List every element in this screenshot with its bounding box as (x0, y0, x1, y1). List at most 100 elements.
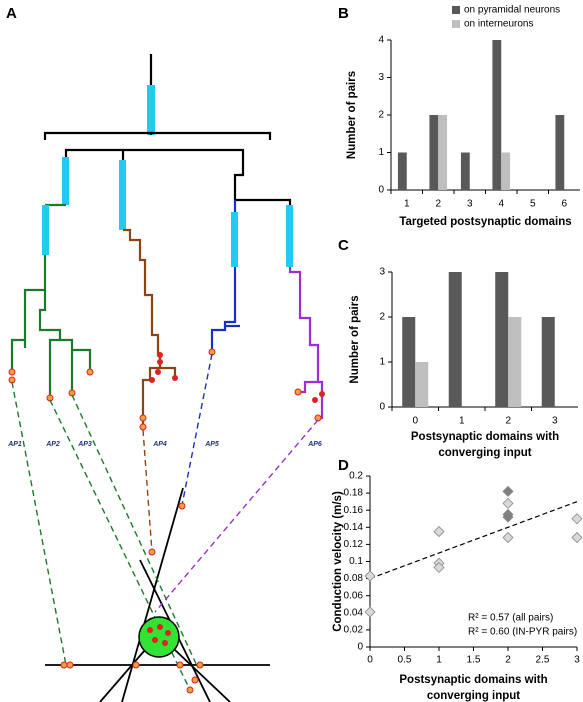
bar (495, 272, 509, 407)
x-axis-label: Postsynaptic domains with (411, 431, 559, 443)
y-tick-label: 0.12 (344, 539, 364, 550)
y-tick-label: 0.2 (349, 471, 363, 482)
diagram-circle (8, 368, 16, 376)
diagram-polyline (210, 267, 237, 350)
diagram-circle (294, 388, 302, 396)
diagram-rect (231, 212, 238, 267)
diagram-line (71, 394, 199, 669)
diagram-circle (186, 686, 194, 694)
diagram-g (8, 348, 322, 431)
diagram-circle (157, 359, 163, 365)
y-tick-label: 1 (379, 357, 385, 368)
diagram-polyline (288, 267, 320, 394)
y-tick-label: 0.06 (344, 590, 364, 601)
diagram-circle (149, 377, 155, 383)
diagram-circle (165, 630, 171, 636)
diagram-line (174, 649, 231, 702)
point (433, 526, 445, 538)
diagram-circle (139, 423, 147, 431)
diagram-g (60, 502, 204, 694)
diagram-circle (178, 502, 186, 510)
x-tick-label: 1 (404, 199, 410, 210)
diagram-rect (286, 205, 293, 267)
diagram-circle (157, 352, 163, 358)
diagram-polyline (38, 290, 62, 398)
y-tick-label: 0.02 (344, 625, 364, 636)
x-tick-label: 5 (530, 199, 536, 210)
point (571, 513, 583, 525)
bar (508, 317, 522, 407)
x-tick-label: 1 (436, 655, 442, 666)
point (502, 485, 514, 497)
legend-label: on interneurons (464, 19, 534, 30)
diagram-circle (312, 397, 318, 403)
x-tick-label: 6 (561, 199, 567, 210)
x-tick-label: 0 (412, 416, 418, 427)
legend-swatch (452, 20, 460, 28)
panel-label: A (6, 5, 17, 22)
x-tick-label: 2 (505, 416, 511, 427)
ap-label: AP3 (77, 441, 92, 448)
y-tick-label: 0.18 (344, 488, 364, 499)
diagram-circle (319, 391, 325, 397)
x-axis-label: Targeted postsynaptic domains (399, 216, 571, 228)
x-tick-label: 1.5 (467, 655, 481, 666)
bar (541, 317, 555, 407)
x-tick-label: 2.5 (536, 655, 550, 666)
diagram-circle (138, 616, 180, 658)
bar (448, 272, 462, 407)
y-tick-label: 0 (357, 642, 363, 653)
diagram-circle (60, 661, 68, 669)
point (502, 531, 514, 544)
diagram-line (49, 399, 191, 691)
point (433, 561, 445, 574)
y-axis-label: Conduction velocity (m/s) (332, 491, 344, 632)
diagram-circle (176, 661, 184, 669)
diagram-g (11, 353, 319, 691)
diagram-circle (196, 661, 204, 669)
y-axis-label: Number of pairs (349, 295, 361, 383)
y-tick-label: 0.16 (344, 505, 364, 516)
diagram-circle (132, 661, 140, 669)
diagram-circle (147, 627, 153, 633)
bar (429, 115, 439, 190)
x-tick-label: 3 (552, 416, 558, 427)
bar (402, 317, 416, 407)
y-tick-label: 0.14 (344, 522, 364, 533)
diagram-line (142, 429, 153, 553)
y-tick-label: 0 (378, 185, 384, 196)
x-tick-label: 2 (435, 199, 441, 210)
legend-swatch (452, 6, 460, 14)
trendline (369, 501, 578, 580)
diagram-circle (157, 624, 163, 630)
diagram-rect (119, 160, 126, 230)
diagram-circle (162, 640, 168, 646)
x-tick-label: 4 (498, 199, 504, 210)
diagram-rect (42, 205, 49, 255)
point (502, 511, 514, 523)
y-tick-label: 0.1 (349, 556, 363, 567)
diagram-circle (155, 369, 161, 375)
x-tick-label: 1 (459, 416, 465, 427)
diagram-g (45, 487, 270, 702)
diagram-polyline (151, 131, 272, 140)
diagram-line (11, 381, 67, 666)
diagram-circle (139, 414, 147, 422)
diagram-polyline (10, 255, 47, 372)
y-tick-label: 0.08 (344, 573, 364, 584)
panel-label: B (338, 5, 349, 22)
diagram-polyline (318, 380, 324, 420)
y-tick-label: 4 (378, 35, 384, 46)
y-tick-label: 2 (379, 312, 385, 323)
y-tick-label: 3 (378, 72, 384, 83)
diagram-line (99, 649, 146, 702)
y-tick-label: 0.04 (344, 607, 364, 618)
x-axis-label: Postsynaptic domains with (399, 674, 547, 686)
y-tick-label: 0 (379, 402, 385, 413)
y-tick-label: 1 (378, 147, 384, 158)
diagram-polyline (123, 228, 162, 425)
diagram-circle (172, 375, 178, 381)
x-tick-label: 3 (574, 655, 580, 666)
diagram-circle (191, 676, 199, 684)
